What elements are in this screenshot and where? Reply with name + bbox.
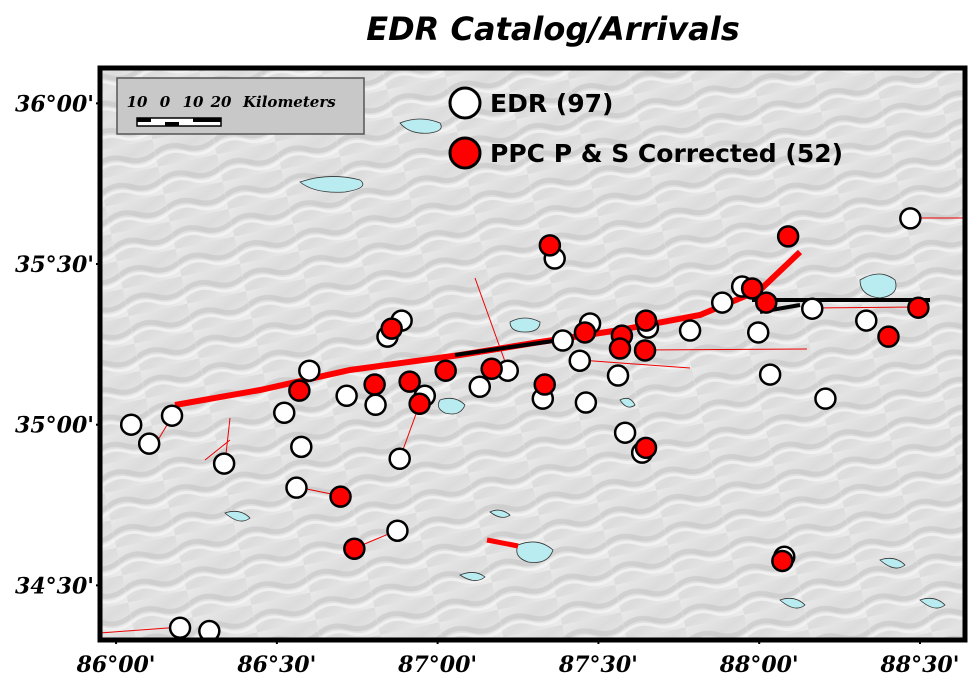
data-point xyxy=(610,339,630,359)
data-point xyxy=(760,365,780,385)
data-point xyxy=(387,521,407,541)
legend-label: PPC P & S Corrected (52) xyxy=(490,139,843,168)
chart-title: EDR Catalog/Arrivals xyxy=(366,10,739,48)
legend-marker xyxy=(450,138,480,168)
data-point xyxy=(121,415,141,435)
data-point xyxy=(815,389,835,409)
data-point xyxy=(878,327,898,347)
data-point xyxy=(636,438,656,458)
data-point xyxy=(615,423,635,443)
data-point xyxy=(756,293,776,313)
data-point xyxy=(365,375,385,395)
data-point xyxy=(299,361,319,381)
data-point xyxy=(576,393,596,413)
x-tick-label: 86°00' xyxy=(76,652,156,678)
x-tick-label: 87°30' xyxy=(558,652,638,678)
data-point xyxy=(535,375,555,395)
data-point xyxy=(748,322,768,342)
data-point xyxy=(575,322,595,342)
x-tick-label: 88°30' xyxy=(879,652,959,678)
data-point xyxy=(139,434,159,454)
data-point xyxy=(482,359,502,379)
data-point xyxy=(286,478,306,498)
legend-label: EDR (97) xyxy=(490,89,613,118)
data-point xyxy=(778,226,798,246)
scale-label: 10 xyxy=(127,93,148,111)
data-point xyxy=(553,331,573,351)
map: EDR Catalog/Arrivals xyxy=(0,0,969,681)
data-point xyxy=(390,449,410,469)
data-point xyxy=(608,366,628,386)
data-point xyxy=(331,487,351,507)
scale-bar-segment xyxy=(193,118,221,122)
scale-bar: 10 0 10 20 Kilometers xyxy=(117,78,364,134)
data-point xyxy=(337,386,357,406)
scale-bar-segment xyxy=(137,118,151,122)
data-point xyxy=(802,299,822,319)
y-tick-label: 34°30' xyxy=(15,573,94,599)
scale-label: 10 xyxy=(183,93,204,111)
data-point xyxy=(540,235,560,255)
data-point xyxy=(400,372,420,392)
data-point xyxy=(908,298,928,318)
y-tick-label: 35°30' xyxy=(15,252,94,278)
data-point xyxy=(635,340,655,360)
legend-marker xyxy=(450,88,480,118)
data-point xyxy=(344,539,364,559)
x-tick-label: 86°30' xyxy=(236,652,316,678)
data-point xyxy=(170,618,190,638)
data-point xyxy=(680,321,700,341)
scale-bar-segment xyxy=(165,122,179,126)
data-point xyxy=(772,551,792,571)
y-tick-label: 35°00' xyxy=(15,413,94,439)
x-tick-label: 88°00' xyxy=(719,652,799,678)
data-point xyxy=(291,437,311,457)
scale-label: 0 xyxy=(160,93,171,111)
data-point xyxy=(712,293,732,313)
data-point xyxy=(470,377,490,397)
data-point xyxy=(636,311,656,331)
data-point xyxy=(214,454,234,474)
data-point xyxy=(382,319,402,339)
y-tick-label: 36°00' xyxy=(15,91,94,117)
data-point xyxy=(289,381,309,401)
data-point xyxy=(436,361,456,381)
data-point xyxy=(856,311,876,331)
scale-label: 20 xyxy=(210,93,232,111)
scale-unit: Kilometers xyxy=(242,93,336,111)
x-tick-label: 87°00' xyxy=(397,652,477,678)
data-point xyxy=(162,406,182,426)
data-point xyxy=(366,395,386,415)
data-point xyxy=(570,351,590,371)
data-point xyxy=(274,403,294,423)
data-point xyxy=(410,394,430,414)
data-point xyxy=(900,208,920,228)
